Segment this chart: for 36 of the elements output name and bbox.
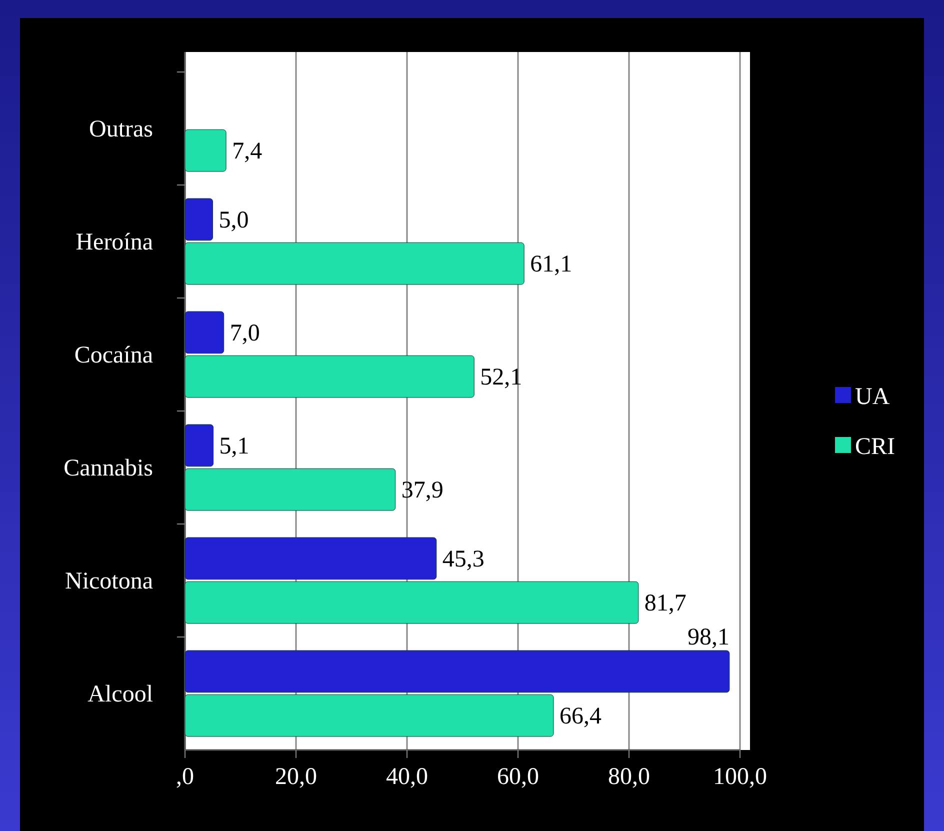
bar bbox=[184, 581, 639, 624]
x-tick-label: 60,0 bbox=[497, 764, 539, 790]
bar bbox=[184, 650, 730, 693]
data-label: 7,0 bbox=[230, 320, 260, 346]
data-label: 98,1 bbox=[687, 624, 730, 651]
data-label: 45,3 bbox=[442, 546, 484, 572]
data-label: 5,1 bbox=[219, 433, 250, 460]
y-tick-label: Cannabis bbox=[64, 456, 153, 482]
bar bbox=[184, 468, 396, 511]
bar bbox=[184, 694, 554, 737]
bar bbox=[184, 242, 524, 285]
legend-label: UA bbox=[855, 384, 890, 410]
bar bbox=[184, 129, 226, 172]
y-tick-label: Nicotona bbox=[65, 568, 154, 594]
data-label: 81,7 bbox=[644, 590, 686, 617]
data-label: 7,4 bbox=[232, 138, 262, 165]
legend-label: CRI bbox=[855, 434, 896, 460]
y-tick-label: Cocaína bbox=[74, 342, 154, 368]
bar bbox=[184, 198, 213, 241]
data-label: 5,0 bbox=[218, 207, 249, 234]
y-tick-label: Heroína bbox=[76, 230, 154, 256]
x-tick-label: 40,0 bbox=[386, 764, 428, 790]
bar bbox=[184, 311, 224, 354]
x-tick-label: ,0 bbox=[176, 764, 194, 790]
bar bbox=[184, 537, 437, 580]
y-tick-label: Outras bbox=[89, 116, 153, 142]
x-tick-label: 80,0 bbox=[608, 764, 650, 790]
bar bbox=[184, 424, 214, 467]
y-tick-label: Alcool bbox=[88, 682, 154, 708]
x-tick-label: 100,0 bbox=[713, 764, 767, 790]
data-label: 61,1 bbox=[530, 252, 572, 278]
data-label: 66,4 bbox=[560, 704, 602, 730]
x-tick-label: 20,0 bbox=[275, 764, 317, 790]
data-label: 52,1 bbox=[480, 364, 522, 391]
data-label: 37,9 bbox=[401, 478, 444, 504]
bar bbox=[184, 355, 474, 398]
